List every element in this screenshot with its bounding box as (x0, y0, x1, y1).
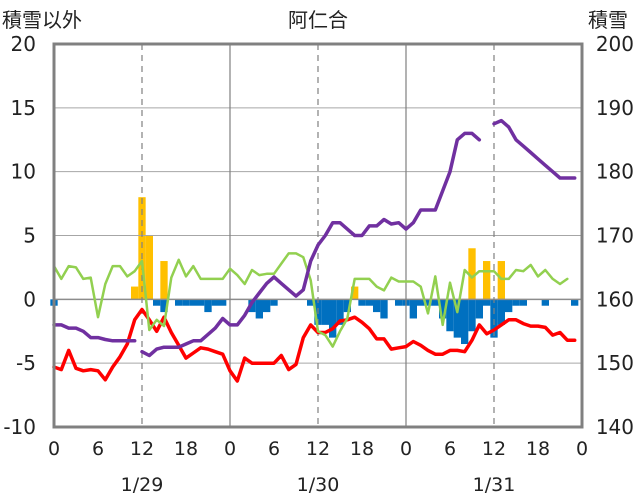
precip_neg-bar (263, 299, 271, 313)
precip_neg-bar (197, 299, 205, 306)
precip_neg-bar (219, 299, 227, 306)
precip_neg-bar (255, 299, 263, 319)
precip_neg-bar (211, 299, 219, 306)
snow_depth-line (140, 131, 482, 358)
precip_neg-bar (270, 299, 278, 306)
x-tick-label: 0 (576, 438, 588, 460)
chart-title: 阿仁合 (288, 8, 348, 32)
date-label: 1/29 (121, 474, 164, 496)
snowfall-bar (468, 248, 476, 300)
plot-frame (52, 42, 584, 429)
snow_depth-line (52, 323, 137, 343)
precip_neg-bar (475, 299, 483, 319)
left-tick-label: 20 (11, 32, 36, 56)
x-tick-label: 0 (224, 438, 236, 460)
precip_neg-bar (497, 299, 505, 325)
precip_neg-bar (490, 299, 498, 338)
snow_depth-line (492, 118, 577, 180)
left-axis-label: 積雪以外 (2, 8, 82, 32)
precip_neg-bar (409, 299, 417, 319)
precip_neg-bar (468, 299, 476, 332)
precip_neg-bar (541, 299, 549, 306)
date-label: 1/30 (297, 474, 340, 496)
right-axis-label: 積雪 (588, 8, 628, 32)
precip_neg-bar (358, 299, 366, 306)
precip_neg-bar (321, 299, 329, 325)
precip_neg-bar (343, 299, 351, 313)
precip_neg-bar (395, 299, 403, 306)
precip_neg-bar (505, 299, 513, 313)
wind-line (52, 252, 569, 348)
snowfall-bar (160, 261, 168, 300)
x-tick-label: 0 (400, 438, 412, 460)
precip_neg-bar (446, 299, 454, 332)
precip_neg-bar (365, 299, 373, 306)
right-tick-label: 150 (596, 351, 634, 375)
snowfall-bar (497, 261, 505, 300)
x-tick-label: 6 (92, 438, 104, 460)
precip_neg-bar (417, 299, 425, 306)
precip_neg-bar (483, 299, 491, 306)
precip_neg-bar (175, 299, 183, 306)
precip_neg-bar (153, 299, 161, 306)
snowfall-bar (483, 261, 491, 300)
snowfall-bar (138, 197, 146, 300)
snowfall-bar (351, 286, 359, 300)
precip_neg-bar (424, 299, 432, 306)
left-tick-label: -10 (3, 415, 36, 439)
precip_neg-bar (571, 299, 579, 306)
right-tick-label: 140 (596, 415, 634, 439)
left-tick-label: -5 (16, 351, 36, 375)
precip_neg-bar (380, 299, 388, 319)
snowfall-bar (145, 235, 153, 300)
x-tick-label: 18 (350, 438, 374, 460)
left-tick-label: 5 (23, 224, 36, 248)
x-tick-label: 6 (268, 438, 280, 460)
x-tick-label: 6 (444, 438, 456, 460)
right-tick-label: 180 (596, 160, 634, 184)
precip_neg-bar (431, 299, 439, 306)
precip_neg-bar (204, 299, 212, 313)
x-tick-label: 12 (130, 438, 154, 460)
x-tick-label: 12 (482, 438, 506, 460)
precip_neg-bar (512, 299, 520, 306)
right-tick-label: 170 (596, 224, 634, 248)
precip_neg-bar (373, 299, 381, 313)
precip_neg-bar (182, 299, 190, 306)
x-tick-label: 0 (48, 438, 60, 460)
x-tick-label: 18 (526, 438, 550, 460)
right-tick-label: 160 (596, 287, 634, 311)
right-tick-label: 190 (596, 96, 634, 120)
precip_neg-bar (189, 299, 197, 306)
precip_neg-bar (329, 299, 337, 338)
precip_neg-bar (519, 299, 527, 306)
precip_neg-bar (160, 299, 168, 313)
snowfall-bar (131, 286, 139, 300)
left-tick-label: 10 (11, 160, 36, 184)
precip_neg-bar (461, 299, 469, 345)
left-tick-label: 0 (23, 287, 36, 311)
precip_neg-bar (439, 299, 447, 319)
x-tick-label: 18 (174, 438, 198, 460)
precip_neg-bar (453, 299, 461, 338)
precip_neg-bar (307, 299, 315, 306)
date-label: 1/31 (473, 474, 516, 496)
temperature-line (52, 307, 577, 383)
x-tick-label: 12 (306, 438, 330, 460)
right-tick-label: 200 (596, 32, 634, 56)
left-tick-label: 15 (11, 96, 36, 120)
precip_neg-bar (336, 299, 344, 325)
